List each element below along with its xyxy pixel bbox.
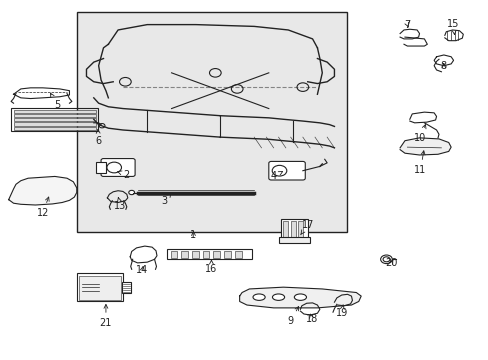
Ellipse shape [272,294,284,300]
Bar [11,108,98,131]
Text: 6: 6 [95,129,102,146]
Circle shape [272,165,286,176]
Text: 21: 21 [100,305,112,328]
Ellipse shape [252,294,264,300]
Bar [234,251,241,258]
Text: 14: 14 [136,265,148,275]
Circle shape [99,123,105,128]
Bar [192,251,199,258]
Text: 8: 8 [440,62,446,71]
Bar [77,12,346,232]
Bar [14,118,96,121]
Bar [122,282,130,293]
FancyBboxPatch shape [101,158,135,176]
Text: 11: 11 [413,151,426,175]
Bar [14,122,96,126]
Text: 10: 10 [413,125,426,143]
Bar [283,221,287,239]
Bar [213,251,220,258]
Text: 13: 13 [114,198,126,211]
Circle shape [382,257,389,262]
Bar [281,219,307,241]
Text: 2: 2 [118,170,130,180]
Bar [14,114,96,117]
Ellipse shape [294,294,306,300]
Text: 16: 16 [205,260,217,274]
Polygon shape [399,138,450,155]
Text: 9: 9 [287,306,298,326]
Text: 7: 7 [404,19,409,30]
Text: 12: 12 [37,197,49,218]
Text: 3: 3 [161,193,171,206]
Text: 1: 1 [190,230,196,240]
Bar [224,251,230,258]
Bar [77,273,122,301]
Text: 20: 20 [385,258,397,268]
Bar [170,251,177,258]
Bar [181,251,188,258]
Bar [96,162,106,173]
Text: 4: 4 [270,171,282,181]
Text: 18: 18 [305,314,317,324]
Circle shape [380,255,391,264]
Bar [202,251,209,258]
Circle shape [128,190,134,195]
Text: 5: 5 [50,93,61,110]
Text: 17: 17 [300,220,313,235]
Text: 15: 15 [447,18,459,35]
Bar [79,276,120,300]
Bar [278,237,309,243]
Polygon shape [239,287,361,308]
Text: 19: 19 [335,305,347,318]
Bar [14,127,96,130]
Circle shape [107,162,121,173]
Bar [14,110,96,113]
Bar [166,249,251,259]
FancyBboxPatch shape [268,161,305,180]
Polygon shape [9,176,77,205]
Bar [290,221,295,239]
Bar [297,221,302,239]
